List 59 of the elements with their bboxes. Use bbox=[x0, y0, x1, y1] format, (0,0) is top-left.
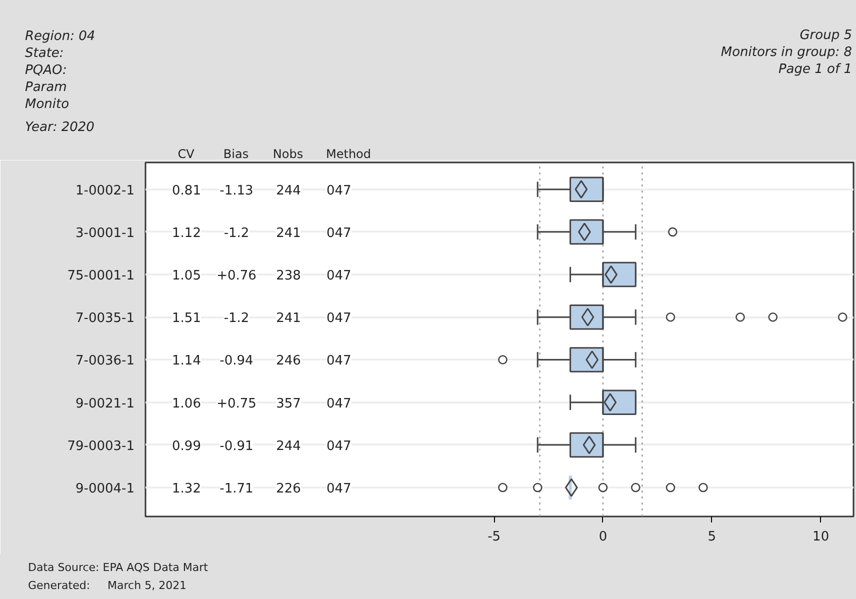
y-tick-label: 75-0001-1 bbox=[67, 268, 134, 284]
annotation: -1.71 bbox=[220, 482, 254, 497]
annotation: 047 bbox=[326, 226, 352, 241]
annotation: 1.51 bbox=[172, 311, 201, 326]
text: Method bbox=[326, 147, 372, 161]
annotation: 047 bbox=[326, 438, 352, 454]
text: Region: 04 bbox=[25, 29, 96, 44]
text: Nobs bbox=[272, 147, 304, 161]
annotation: 047 bbox=[326, 396, 352, 412]
annotation: 357 bbox=[276, 396, 301, 412]
text: PQAO: bbox=[25, 63, 67, 78]
text: Generated: March 5, 2021 bbox=[28, 579, 187, 592]
annotation: 244 bbox=[276, 438, 301, 454]
annotation: 246 bbox=[276, 354, 301, 369]
annotation: 244 bbox=[276, 183, 301, 198]
annotation: 047 bbox=[326, 183, 352, 198]
x-tick-label: -5 bbox=[488, 530, 501, 544]
y-tick-label: 3-0001-1 bbox=[75, 226, 135, 241]
annotation: 1.14 bbox=[172, 354, 201, 369]
annotation: 238 bbox=[276, 268, 301, 284]
annotation: 241 bbox=[276, 311, 301, 326]
annotation: 1.12 bbox=[172, 226, 201, 241]
text: Page 1 of 1 bbox=[778, 62, 852, 77]
annotation: -0.91 bbox=[220, 438, 254, 454]
y-tick-label: 1-0002-1 bbox=[75, 183, 135, 198]
annotation: -0.94 bbox=[220, 354, 254, 369]
annotation: -1.13 bbox=[220, 183, 254, 198]
annotation: 0.81 bbox=[172, 183, 201, 198]
y-tick-label: 9-0021-1 bbox=[75, 396, 135, 412]
annotation: 241 bbox=[276, 226, 301, 241]
annotation: 1.06 bbox=[172, 396, 201, 412]
source-note: Data Source: EPA AQS Data Mart bbox=[28, 561, 208, 574]
y-tick-label: 79-0003-1 bbox=[67, 438, 134, 454]
annotation: +0.75 bbox=[216, 396, 256, 412]
annotation: -1.2 bbox=[224, 226, 250, 241]
annotation: 226 bbox=[276, 482, 301, 497]
text: Group 5 bbox=[800, 28, 852, 43]
annotation: 0.99 bbox=[172, 438, 201, 454]
annotation: 047 bbox=[326, 482, 352, 497]
x-tick-label: 0 bbox=[598, 530, 608, 544]
x-tick-label: 10 bbox=[812, 530, 830, 544]
text: State: bbox=[25, 46, 64, 61]
text: CV bbox=[178, 147, 194, 161]
y-tick-label: 7-0035-1 bbox=[75, 311, 135, 326]
text: Year: 2020 bbox=[25, 120, 94, 135]
x-tick-label: 5 bbox=[708, 530, 716, 544]
annotation: 047 bbox=[326, 354, 352, 369]
text: Bias bbox=[223, 147, 249, 161]
annotation: 047 bbox=[326, 311, 352, 326]
text: Param bbox=[25, 80, 67, 95]
annotation: 047 bbox=[326, 268, 352, 284]
y-tick-label: 9-0004-1 bbox=[75, 482, 135, 497]
y-tick-label: 7-0036-1 bbox=[75, 354, 135, 369]
annotation: 1.05 bbox=[172, 268, 201, 284]
annotation: +0.76 bbox=[216, 268, 256, 284]
annotation: 1.32 bbox=[172, 482, 201, 497]
text: Monito bbox=[25, 97, 70, 112]
text: Monitors in group: 8 bbox=[720, 45, 852, 60]
annotation: -1.2 bbox=[224, 311, 250, 326]
